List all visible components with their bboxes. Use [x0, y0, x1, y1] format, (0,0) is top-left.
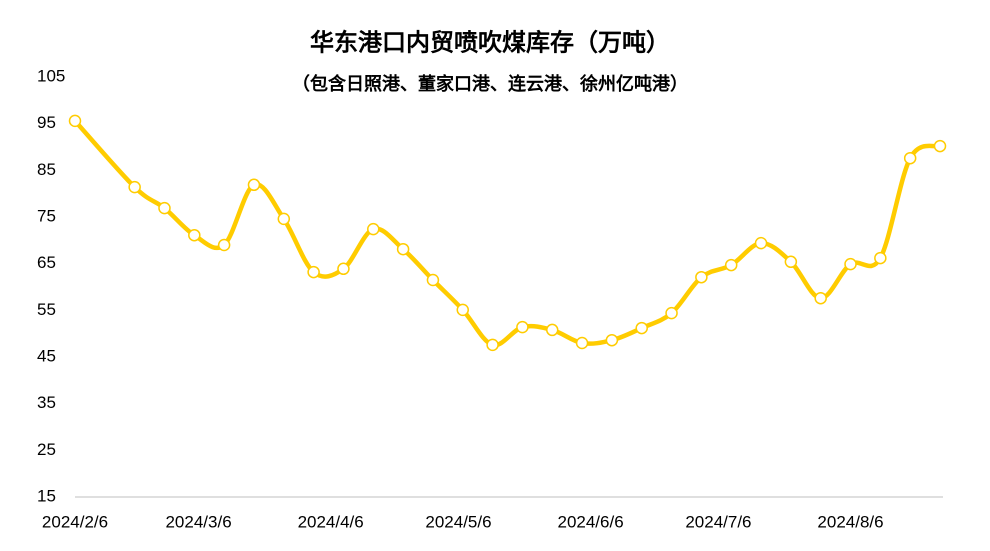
marker: [605, 333, 619, 347]
marker: [337, 262, 350, 276]
marker: [307, 265, 320, 279]
marker: [247, 178, 261, 192]
marker: [933, 139, 947, 153]
x-tick-label: 2024/4/6: [298, 512, 364, 531]
y-tick-label: 65: [37, 253, 56, 272]
marker: [545, 323, 559, 337]
y-tick-label: 35: [37, 393, 56, 412]
y-tick-label: 95: [37, 113, 56, 132]
marker: [396, 242, 410, 256]
y-tick-label: 105: [37, 66, 65, 85]
marker: [635, 321, 648, 335]
marker: [516, 320, 529, 334]
y-tick-label: 75: [37, 206, 56, 225]
marker: [814, 291, 827, 305]
marker: [784, 255, 798, 269]
marker: [724, 258, 738, 272]
marker: [486, 338, 499, 352]
x-tick-label: 2024/8/6: [817, 512, 883, 531]
y-tick-label: 15: [37, 486, 56, 505]
x-tick-label: 2024/6/6: [557, 512, 623, 531]
marker: [128, 180, 141, 194]
y-tick-label: 55: [37, 300, 56, 319]
marker: [188, 228, 201, 242]
marker: [844, 257, 857, 271]
y-tick-label: 85: [37, 160, 56, 179]
marker: [903, 151, 917, 165]
marker: [695, 270, 708, 284]
marker: [665, 306, 678, 320]
marker: [217, 238, 231, 252]
marker: [277, 212, 291, 226]
x-tick-label: 2024/7/6: [685, 512, 751, 531]
y-tick-label: 25: [37, 440, 56, 459]
marker: [367, 222, 380, 236]
marker: [426, 273, 440, 287]
marker: [456, 303, 470, 317]
marker: [754, 236, 768, 250]
chart-title: 华东港口内贸喷吹煤库存（万吨）: [310, 28, 670, 56]
marker: [575, 336, 589, 350]
chart-subtitle: （包含日照港、董家口港、连云港、徐州亿吨港）: [292, 73, 688, 94]
marker: [68, 114, 82, 128]
marker: [158, 201, 171, 215]
x-tick-label: 2024/5/6: [425, 512, 491, 531]
marker: [874, 251, 887, 265]
x-tick-label: 2024/2/6: [42, 512, 108, 531]
y-tick-label: 45: [37, 346, 56, 365]
line: [73, 119, 941, 348]
x-tick-label: 2024/3/6: [165, 512, 231, 531]
